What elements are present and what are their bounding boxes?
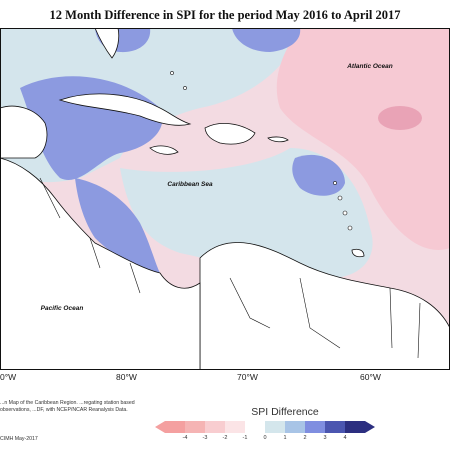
- legend-swatch: [305, 421, 325, 433]
- legend-swatch: [165, 421, 185, 433]
- spi-difference-map: Atlantic Ocean Caribbean Sea Pacific Oce…: [0, 28, 450, 370]
- legend-tick-label: 4: [343, 435, 347, 441]
- map-panel: Atlantic Ocean Caribbean Sea Pacific Oce…: [0, 28, 450, 370]
- legend-tick-label: -1: [242, 435, 248, 441]
- legend-swatch: [285, 421, 305, 433]
- legend-swatch: [225, 421, 245, 433]
- legend-swatch: [345, 421, 365, 433]
- legend-swatch: [325, 421, 345, 433]
- land-jamaica: [149, 145, 179, 155]
- credit-text: ...n Map of the Caribbean Region. ...reg…: [0, 400, 135, 413]
- legend-tick-label: 1: [283, 435, 287, 441]
- legend-tick-label: 0: [263, 435, 267, 441]
- dark-pink-spot-atlantic: [378, 106, 422, 130]
- land-cuba: [58, 93, 192, 126]
- legend-tick-label: -2: [222, 435, 228, 441]
- pink-region-atlantic: [276, 28, 450, 250]
- legend-colorbar: [155, 421, 375, 433]
- label-atlantic-ocean: Atlantic Ocean: [346, 63, 393, 70]
- legend-arrow-left: [155, 421, 165, 433]
- label-pacific-ocean: Pacific Ocean: [41, 305, 84, 312]
- legend-swatch: [265, 421, 285, 433]
- legend-tick-label: 2: [303, 435, 307, 441]
- blue-region-east-caribbean: [292, 154, 345, 196]
- legend-swatch: [205, 421, 225, 433]
- lon-tick-90w: 0°W: [0, 372, 17, 382]
- legend-swatch: [185, 421, 205, 433]
- land-puerto-rico: [267, 136, 289, 143]
- land-trinidad: [351, 248, 365, 258]
- land-hispaniola: [204, 123, 256, 145]
- label-caribbean-sea: Caribbean Sea: [167, 181, 213, 188]
- legend-title: SPI Difference: [251, 406, 319, 418]
- blue-region-north: [232, 28, 301, 52]
- legend-tick-label: -3: [202, 435, 208, 441]
- legend-tick-label: -4: [182, 435, 188, 441]
- blue-region-central-america: [75, 178, 160, 273]
- land-florida: [94, 28, 120, 59]
- land-central-america: [0, 157, 201, 370]
- credit-date: CIMH May-2017: [0, 436, 38, 442]
- legend-arrow-right: [365, 421, 375, 433]
- land-yucatan: [0, 105, 48, 159]
- lon-tick-80w: 80°W: [116, 372, 137, 382]
- legend-swatch: [245, 421, 265, 433]
- lon-tick-70w: 70°W: [237, 372, 258, 382]
- land-south-america: [199, 242, 450, 370]
- legend-tick-label: 3: [323, 435, 327, 441]
- map-title: 12 Month Difference in SPI for the perio…: [49, 8, 401, 22]
- lon-tick-60w: 60°W: [360, 372, 381, 382]
